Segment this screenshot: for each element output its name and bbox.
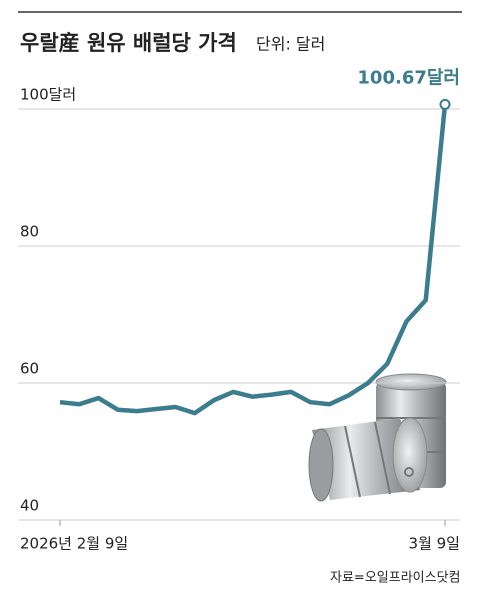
source: 자료=오일프라이스닷컴 (330, 571, 461, 586)
y-tick-label: 40 (20, 497, 39, 515)
data-line (59, 104, 448, 416)
y-tick-label: 80 (20, 223, 39, 241)
y-tick-label: 60 (20, 360, 39, 378)
value-label: 100.67달러 (357, 67, 460, 88)
y-tick-label: 100달러 (20, 86, 76, 104)
chart-title: 우랄産 원유 배럴당 가격 (20, 31, 237, 55)
barrel-illustration (308, 373, 447, 502)
end-point (439, 98, 451, 110)
x-tick-label: 2026년 2월 9일 (20, 535, 128, 553)
chart-subtitle: 단위: 달러 (256, 35, 325, 54)
x-tick-label: 3월 9일 (409, 535, 460, 553)
